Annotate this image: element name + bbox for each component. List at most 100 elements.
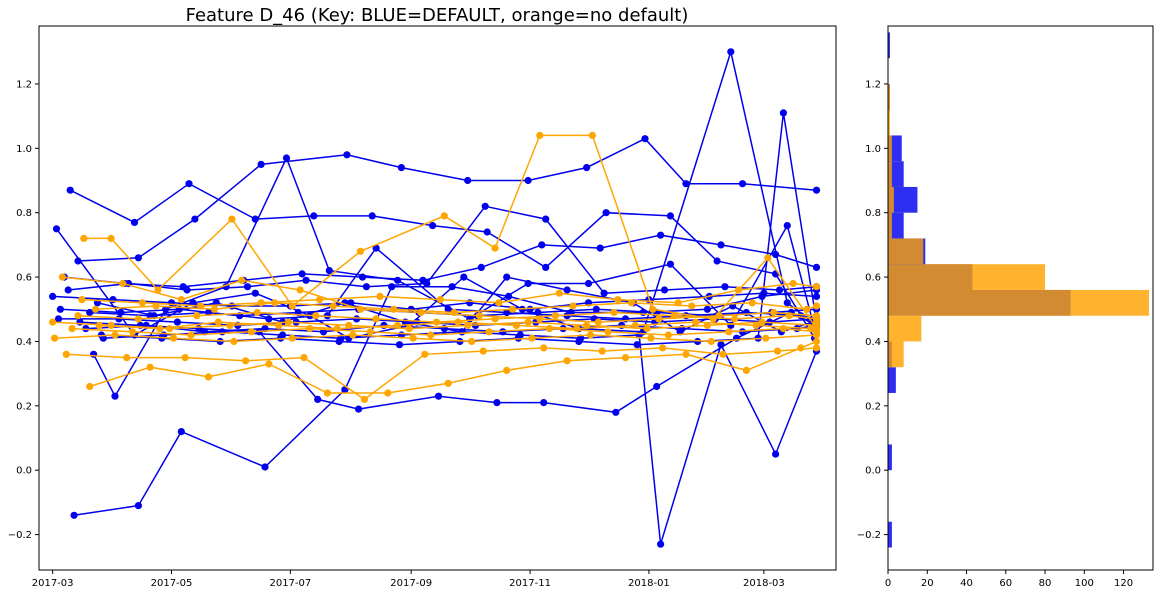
- main-chart-title: Feature D_46 (Key: BLUE=DEFAULT, orange=…: [186, 5, 689, 26]
- data-point-default: [52, 225, 61, 233]
- data-point-no_default: [773, 347, 782, 355]
- data-point-no_default: [306, 325, 314, 333]
- data-point-default: [251, 289, 259, 297]
- data-point-default: [612, 408, 620, 416]
- data-point-default: [444, 305, 452, 313]
- data-point-default: [298, 270, 306, 278]
- data-point-no_default: [193, 312, 201, 320]
- data-point-default: [74, 257, 82, 265]
- data-point-default: [134, 254, 142, 262]
- data-point-no_default: [316, 296, 324, 304]
- data-point-default: [358, 273, 367, 281]
- data-point-no_default: [563, 357, 571, 365]
- data-point-no_default: [107, 234, 115, 242]
- data-point-no_default: [111, 331, 119, 339]
- data-point-no_default: [146, 363, 154, 371]
- data-point-no_default: [123, 354, 131, 362]
- data-point-default: [429, 222, 437, 230]
- data-point-default: [538, 241, 546, 249]
- data-point-no_default: [242, 357, 250, 365]
- data-point-no_default: [512, 321, 521, 329]
- data-point-default: [526, 305, 534, 313]
- data-point-default: [657, 231, 665, 239]
- data-point-no_default: [74, 312, 82, 320]
- series-line-no_default-26: [81, 282, 817, 307]
- data-point-no_default: [296, 286, 304, 294]
- data-point-no_default: [323, 389, 331, 397]
- histogram-bar-default: [888, 367, 896, 393]
- data-point-no_default: [284, 318, 292, 326]
- data-point-default: [177, 428, 185, 436]
- series-line-default-13: [68, 205, 817, 294]
- data-point-default: [721, 283, 729, 291]
- data-point-no_default: [670, 312, 678, 320]
- data-point-no_default: [586, 331, 595, 339]
- hist-y-tick-label: 0.2: [865, 401, 881, 412]
- histogram-bar-overlap: [888, 238, 924, 265]
- data-point-default: [666, 260, 675, 268]
- hist-x-tick-label: 80: [1039, 578, 1052, 589]
- data-point-default: [195, 325, 203, 333]
- data-point-no_default: [573, 325, 581, 333]
- data-point-no_default: [204, 373, 213, 381]
- data-point-no_default: [503, 366, 511, 374]
- hist-y-tick-label: 0.0: [865, 466, 881, 477]
- data-point-no_default: [659, 344, 667, 352]
- data-point-default: [600, 289, 608, 297]
- data-point-default: [54, 315, 63, 323]
- data-point-default: [633, 341, 641, 349]
- data-point-no_default: [450, 308, 458, 317]
- data-point-default: [282, 154, 291, 162]
- data-point-default: [703, 305, 712, 313]
- data-point-default: [347, 299, 355, 307]
- data-point-no_default: [682, 350, 690, 358]
- data-point-no_default: [725, 328, 733, 336]
- data-point-no_default: [604, 328, 612, 336]
- data-point-no_default: [479, 347, 487, 355]
- data-point-default: [563, 286, 571, 294]
- x-tick-label: 2018-03: [743, 578, 785, 589]
- data-point-no_default: [58, 273, 66, 281]
- data-point-no_default: [464, 321, 472, 329]
- data-point-no_default: [154, 286, 162, 294]
- data-point-no_default: [356, 247, 365, 255]
- data-point-default: [64, 286, 72, 294]
- data-point-default: [596, 244, 604, 252]
- data-point-no_default: [748, 299, 756, 307]
- data-point-default: [653, 382, 661, 391]
- data-point-no_default: [197, 302, 205, 310]
- data-point-default: [458, 328, 466, 336]
- data-point-no_default: [333, 325, 341, 333]
- data-point-default: [115, 315, 123, 323]
- data-point-default: [460, 273, 468, 281]
- data-point-default: [542, 263, 550, 271]
- data-point-no_default: [598, 347, 606, 355]
- data-point-default: [343, 151, 351, 159]
- data-point-no_default: [91, 305, 100, 313]
- data-point-no_default: [247, 328, 255, 336]
- data-point-default: [779, 109, 788, 117]
- data-point-no_default: [735, 286, 743, 294]
- data-point-default: [407, 305, 415, 313]
- data-point-no_default: [177, 296, 185, 304]
- histogram-frame: [887, 25, 1154, 571]
- data-point-no_default: [495, 299, 503, 307]
- series-line-default-8: [64, 234, 817, 288]
- data-point-no_default: [674, 299, 682, 307]
- data-point-default: [394, 276, 402, 284]
- histogram-bar-overlap: [888, 186, 894, 213]
- data-point-no_default: [664, 331, 673, 339]
- data-point-no_default: [253, 308, 261, 317]
- histogram-bars: [888, 32, 1150, 548]
- data-point-no_default: [49, 318, 57, 326]
- series-line-no_default-24: [54, 334, 817, 343]
- data-point-no_default: [95, 321, 103, 329]
- data-point-default: [584, 279, 593, 288]
- series-line-no_default-21: [72, 327, 817, 336]
- data-point-no_default: [540, 344, 548, 352]
- y-tick-label: −0.2: [8, 530, 32, 541]
- data-point-default: [173, 318, 181, 326]
- histogram-bar-overlap: [888, 289, 1071, 316]
- data-point-default: [397, 164, 405, 172]
- data-point-no_default: [138, 299, 146, 307]
